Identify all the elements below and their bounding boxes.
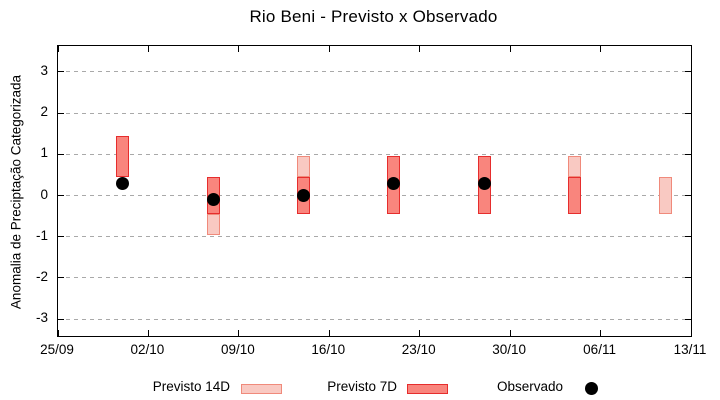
observado-dot bbox=[387, 176, 401, 190]
gridline-y--2 bbox=[58, 277, 691, 279]
observado-dot bbox=[206, 193, 220, 207]
bar-previsto-7d bbox=[568, 176, 582, 215]
legend-dot-observado-icon bbox=[585, 381, 598, 395]
bar-previsto-14d bbox=[658, 176, 672, 215]
legend-label-previsto-7d: Previsto 7D bbox=[327, 379, 397, 394]
x-tick-mark-top bbox=[509, 46, 511, 52]
legend-swatch-previsto-14d-icon bbox=[241, 384, 282, 394]
y-tick-label: -2 bbox=[35, 268, 48, 284]
gridline-y-1 bbox=[58, 153, 691, 155]
x-tick-label: 02/10 bbox=[130, 342, 165, 357]
x-tick-mark-bottom bbox=[690, 330, 692, 336]
chart-title: Rio Beni - Previsto x Observado bbox=[249, 7, 498, 26]
bar-previsto-14d bbox=[568, 156, 582, 177]
gridline-y-2 bbox=[58, 112, 691, 114]
y-tick-mark-right bbox=[685, 112, 691, 114]
legend-label-observado: Observado bbox=[496, 379, 563, 394]
x-tick-mark-bottom bbox=[419, 330, 421, 336]
gridline-y--1 bbox=[58, 236, 691, 238]
x-tick-mark-bottom bbox=[509, 330, 511, 336]
y-tick-mark-right bbox=[685, 277, 691, 279]
plot-area bbox=[57, 45, 692, 337]
y-tick-mark-left bbox=[58, 71, 64, 73]
y-tick-label: 1 bbox=[40, 145, 48, 161]
x-tick-mark-top bbox=[690, 46, 692, 52]
y-tick-label: 0 bbox=[40, 186, 48, 202]
x-tick-mark-bottom bbox=[147, 330, 149, 336]
bar-previsto-7d bbox=[116, 135, 130, 177]
x-tick-mark-bottom bbox=[328, 330, 330, 336]
y-tick-mark-left bbox=[58, 318, 64, 320]
x-tick-label: 16/10 bbox=[311, 342, 346, 357]
legend-swatch-previsto-7d-icon bbox=[407, 384, 448, 394]
y-tick-mark-right bbox=[685, 236, 691, 238]
y-tick-label: -3 bbox=[35, 310, 48, 326]
x-tick-mark-top bbox=[328, 46, 330, 52]
y-tick-mark-right bbox=[685, 71, 691, 73]
y-tick-mark-left bbox=[58, 195, 64, 196]
x-tick-label: 13/11 bbox=[673, 342, 707, 357]
y-tick-label: -1 bbox=[35, 227, 48, 243]
x-tick-label: 23/10 bbox=[401, 342, 436, 357]
x-tick-mark-bottom bbox=[600, 330, 602, 336]
y-tick-label: 2 bbox=[40, 104, 48, 120]
observado-dot bbox=[296, 189, 310, 202]
observado-dot bbox=[116, 176, 130, 190]
x-tick-mark-top bbox=[600, 46, 602, 52]
y-tick-mark-right bbox=[685, 195, 691, 196]
observado-dot bbox=[477, 176, 491, 190]
bar-previsto-14d bbox=[206, 214, 220, 235]
legend-label-previsto-14d: Previsto 14D bbox=[152, 379, 230, 394]
x-tick-label: 30/10 bbox=[492, 342, 527, 357]
x-tick-mark-bottom bbox=[57, 330, 59, 336]
y-tick-mark-left bbox=[58, 236, 64, 238]
x-tick-mark-top bbox=[147, 46, 149, 52]
y-tick-label: 3 bbox=[40, 62, 48, 78]
y-tick-mark-left bbox=[58, 112, 64, 114]
gridline-y--3 bbox=[58, 318, 691, 320]
x-tick-mark-top bbox=[238, 46, 240, 52]
y-tick-mark-right bbox=[685, 153, 691, 155]
x-tick-mark-bottom bbox=[238, 330, 240, 336]
gridline-y-3 bbox=[58, 71, 691, 73]
y-tick-mark-left bbox=[58, 153, 64, 155]
bar-previsto-14d bbox=[296, 156, 310, 177]
y-tick-mark-left bbox=[58, 277, 64, 279]
x-tick-mark-top bbox=[419, 46, 421, 52]
gridline-y-0 bbox=[58, 195, 691, 196]
x-tick-label: 25/09 bbox=[40, 342, 74, 357]
x-tick-mark-top bbox=[57, 46, 59, 52]
x-tick-label: 09/10 bbox=[220, 342, 255, 357]
y-tick-mark-right bbox=[685, 318, 691, 320]
x-tick-label: 06/11 bbox=[583, 342, 616, 357]
